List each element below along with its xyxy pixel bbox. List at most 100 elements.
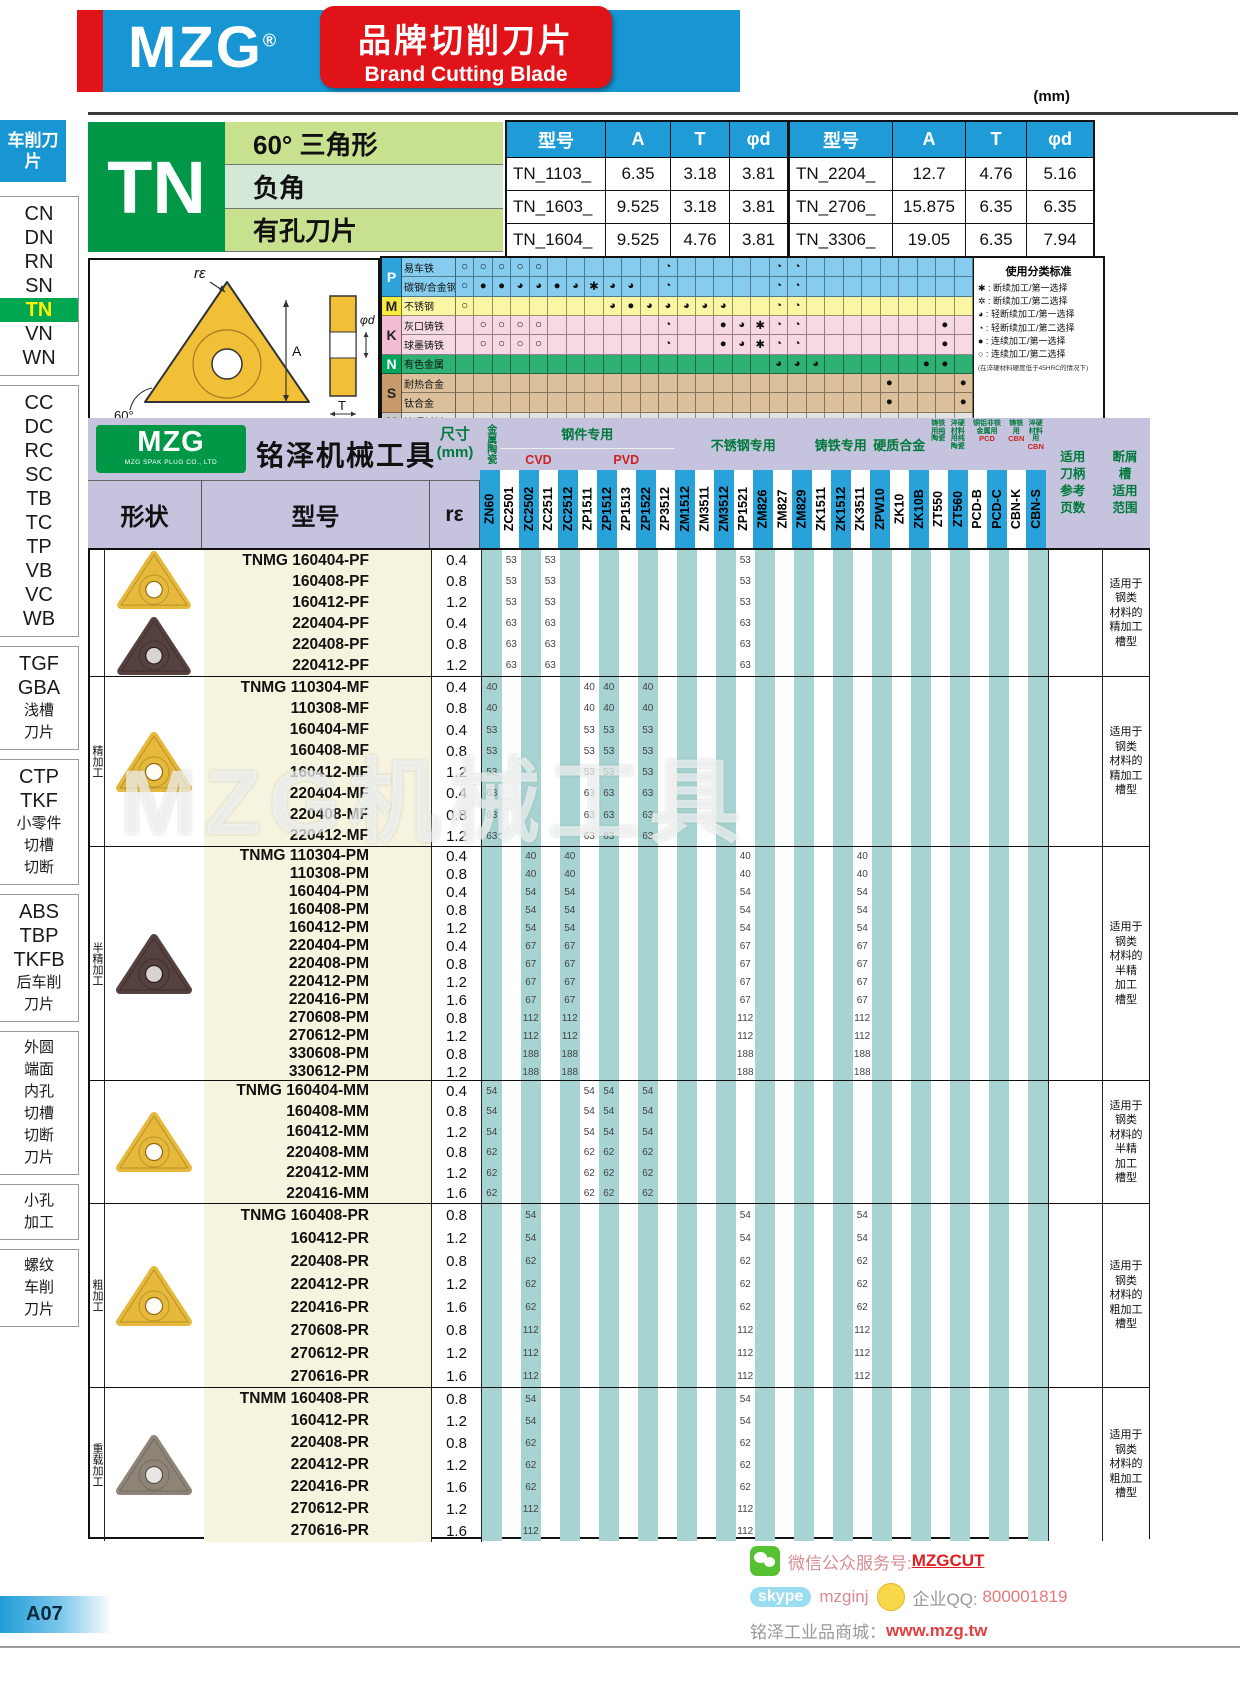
model-cell: TNMG 160404-MM [204,1081,432,1102]
matrix-cell [751,258,770,277]
grade-stripe [736,1081,756,1203]
sidebar-item-切槽[interactable]: 切槽 [23,837,54,854]
matrix-cell [844,277,863,296]
page-ref-value: 40 [603,703,615,715]
sidebar-item-切断[interactable]: 切断 [23,859,54,876]
sidebar-item-ABS[interactable]: ABS [18,901,60,923]
sidebar-item-切槽[interactable]: 切槽 [23,1105,54,1122]
wechat-id-link[interactable]: MZGCUT [911,1551,985,1570]
matrix-cell: ○ [474,315,493,335]
matrix-cell [918,315,937,335]
model-cell: 270612-PR [204,1498,432,1520]
sidebar-item-刀片[interactable]: 刀片 [23,724,54,741]
sidebar-item-后车削[interactable]: 后车削 [16,974,62,991]
model-cell: 160412-PM [204,919,432,937]
matrix-cell [456,315,475,335]
page-ref-value: 62 [486,1167,498,1179]
spec-cell: 5.16 [1026,157,1095,191]
sidebar-item-浅槽[interactable]: 浅槽 [23,702,54,719]
sidebar-item-CN[interactable]: CN [24,203,54,225]
sidebar-item-切断[interactable]: 切断 [23,1127,54,1144]
grade-stripe [677,550,697,676]
sidebar-item-DN[interactable]: DN [24,227,54,249]
re-column-header: rε [430,480,480,548]
sidebar-item-TBP[interactable]: TBP [19,925,59,947]
matrix-cell [788,373,807,393]
sidebar-item-SC[interactable]: SC [25,464,53,486]
page-ref-value: 53 [486,745,498,757]
model-cell: TNMG 160404-PF [204,550,432,571]
sidebar-item-TN[interactable]: TN [0,298,78,322]
matrix-cell [585,315,604,335]
matrix-cell [733,373,752,393]
sidebar-item-DC[interactable]: DC [24,416,54,438]
sidebar-groups: CN DN RN SN TN VN WN CC DC RC SC TB TC TP VB VC WB TGF GBA… [0,196,86,1327]
column-group-硬质合金: 硬质合金 [873,437,926,453]
mall-url-link[interactable]: www.mzg.tw [886,1620,988,1640]
sidebar-item-VB[interactable]: VB [25,560,53,582]
matrix-cell [862,296,881,315]
sidebar-item-VC[interactable]: VC [25,584,53,606]
sidebar-item-TB[interactable]: TB [26,488,52,510]
grade-stripe [950,677,970,846]
sidebar-item-CC[interactable]: CC [24,392,54,414]
sidebar-item-螺纹[interactable]: 螺纹 [23,1257,54,1274]
matrix-cell [862,354,881,373]
sidebar-item-TC[interactable]: TC [25,512,53,534]
sidebar-item-GBA[interactable]: GBA [17,677,61,699]
sidebar-item-TGF[interactable]: TGF [19,653,59,675]
sidebar-item-端面[interactable]: 端面 [23,1061,54,1078]
sidebar-tab-turning-inserts[interactable]: 车削刀片 [0,120,66,182]
page-ref-value: 54 [603,1126,615,1138]
sidebar-item-SN[interactable]: SN [25,275,53,297]
sidebar-item-刀片[interactable]: 刀片 [23,1301,54,1318]
sidebar-item-CTP[interactable]: CTP [19,766,59,788]
grade-stripe [482,1388,502,1541]
machining-group-label [90,1081,105,1203]
matrix-cell [881,315,900,335]
page-ref-value: 62 [525,1279,537,1290]
matrix-cell [548,354,567,373]
sidebar-item-内孔[interactable]: 内孔 [23,1083,54,1100]
page-ref-value: 112 [522,1030,539,1042]
insert-dimension-diagram: rε A 60° φd T [88,258,380,430]
matrix-cell [585,373,604,393]
page-ref-value: 54 [856,886,868,898]
matrix-cell: ○ [530,258,549,277]
grade-stripe [814,1388,834,1541]
sidebar-item-小孔[interactable]: 小孔 [23,1192,54,1209]
sidebar-item-外圆[interactable]: 外圆 [23,1039,54,1056]
grade-column-header-PCD-B: PCD-B [967,470,987,548]
sidebar-item-刀片[interactable]: 刀片 [23,996,54,1013]
column-subgroup-PVD: PVD [577,448,675,471]
matrix-cell [604,393,623,412]
spec-header-cell: A [892,120,966,158]
sidebar-item-TKF[interactable]: TKF [20,790,58,812]
page-ref-value: 40 [486,703,498,715]
sidebar-item-TKFB[interactable]: TKFB [13,949,65,971]
spec-row: TN_1603_ 9.525 3.18 3.81 [505,190,789,224]
sidebar-item-刀片[interactable]: 刀片 [23,1149,54,1166]
matrix-cell: ● [955,373,973,393]
column-group-tiny: 淬硬 材料用 CBN [1026,420,1046,450]
sidebar-item-RN[interactable]: RN [24,251,54,273]
grade-stripe [950,1388,970,1541]
sidebar-item-WB[interactable]: WB [22,608,56,630]
grade-stripe [775,1204,795,1387]
grade-column-header-ZP1513: ZP1513 [616,470,636,548]
sidebar-item-小零件[interactable]: 小零件 [16,815,62,832]
sidebar-item-RC[interactable]: RC [24,440,54,462]
insert-shape-cell [104,677,205,846]
grade-stripe [911,847,931,1080]
page-ref-value: 40 [856,850,868,862]
sidebar-item-WN[interactable]: WN [22,347,56,369]
grade-stripe [1009,1388,1029,1541]
product-block: 粗加工 TNMG 160408-PR 0.8 54 54 54 160412-PR 1.2 54… [90,1203,1149,1388]
matrix-cell: ◕ [733,335,752,354]
divider [88,112,1238,115]
sidebar-item-车削[interactable]: 车削 [23,1279,54,1296]
matrix-cell: ◔ [770,277,789,296]
sidebar-item-TP[interactable]: TP [26,536,52,558]
sidebar-item-VN[interactable]: VN [25,323,53,345]
sidebar-item-加工[interactable]: 加工 [23,1214,54,1231]
